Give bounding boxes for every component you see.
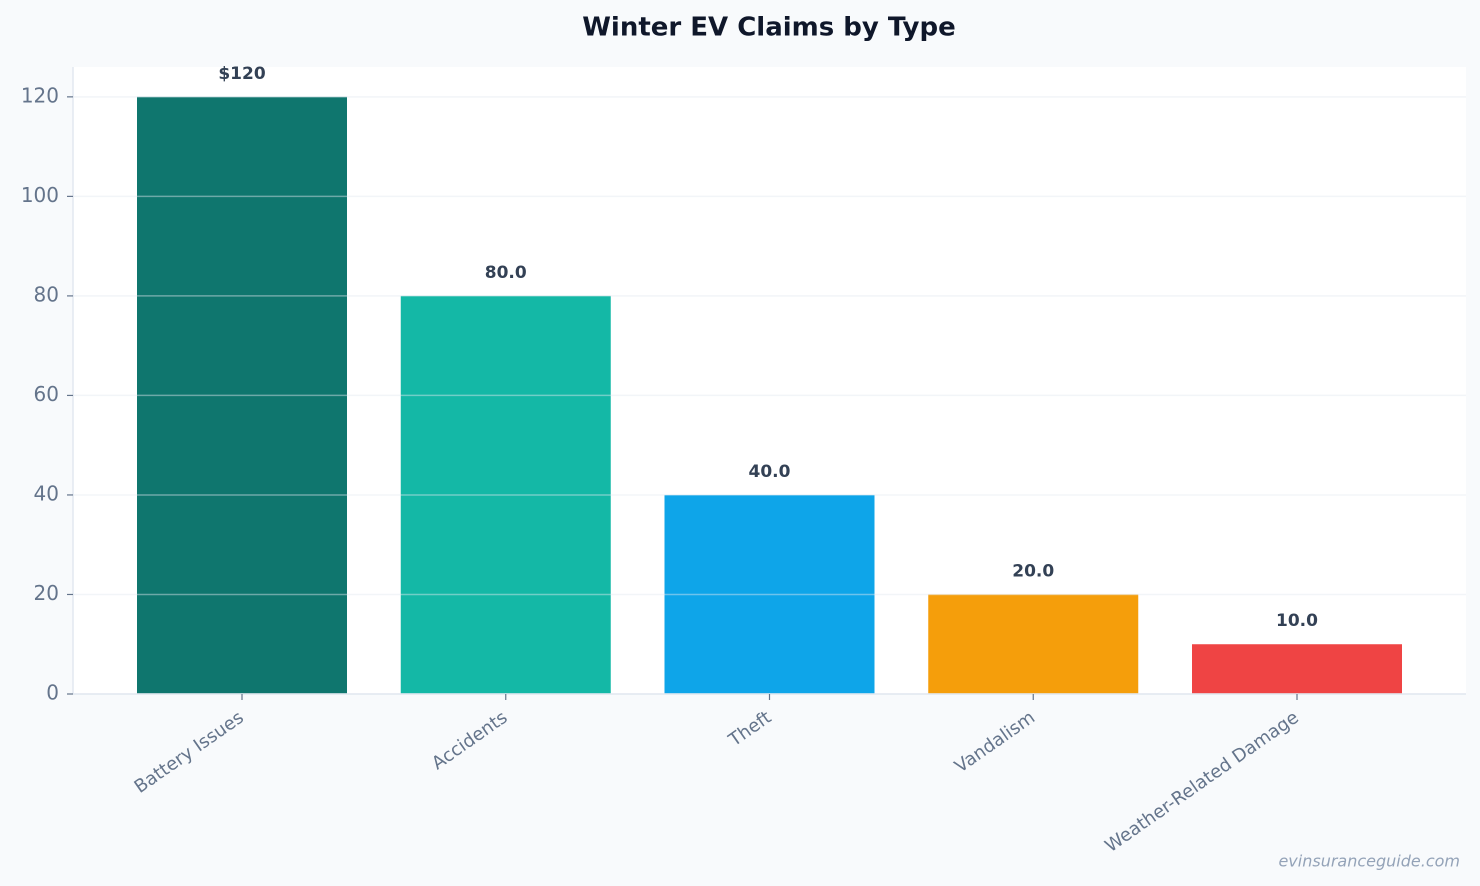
bar: [928, 594, 1139, 694]
value-label: 80.0: [485, 263, 527, 283]
value-label: 20.0: [1012, 561, 1054, 581]
bar: [1192, 644, 1402, 694]
watermark: evinsuranceguide.com: [1278, 852, 1460, 871]
bar: [664, 494, 875, 694]
bars: [137, 96, 1402, 695]
y-tick-label: 60: [34, 382, 59, 406]
value-label: 10.0: [1276, 611, 1318, 631]
y-tick-label: 100: [21, 183, 59, 207]
value-label: $120: [218, 64, 265, 84]
y-tick-label: 40: [34, 481, 59, 505]
y-tick-label: 0: [46, 681, 59, 705]
bar: [400, 295, 611, 694]
y-tick-label: 120: [21, 83, 59, 107]
value-label: 40.0: [749, 462, 791, 482]
bar: [137, 96, 347, 695]
y-tick-label: 20: [34, 581, 59, 605]
chart-title: Winter EV Claims by Type: [582, 13, 956, 43]
y-tick-label: 80: [34, 282, 59, 306]
